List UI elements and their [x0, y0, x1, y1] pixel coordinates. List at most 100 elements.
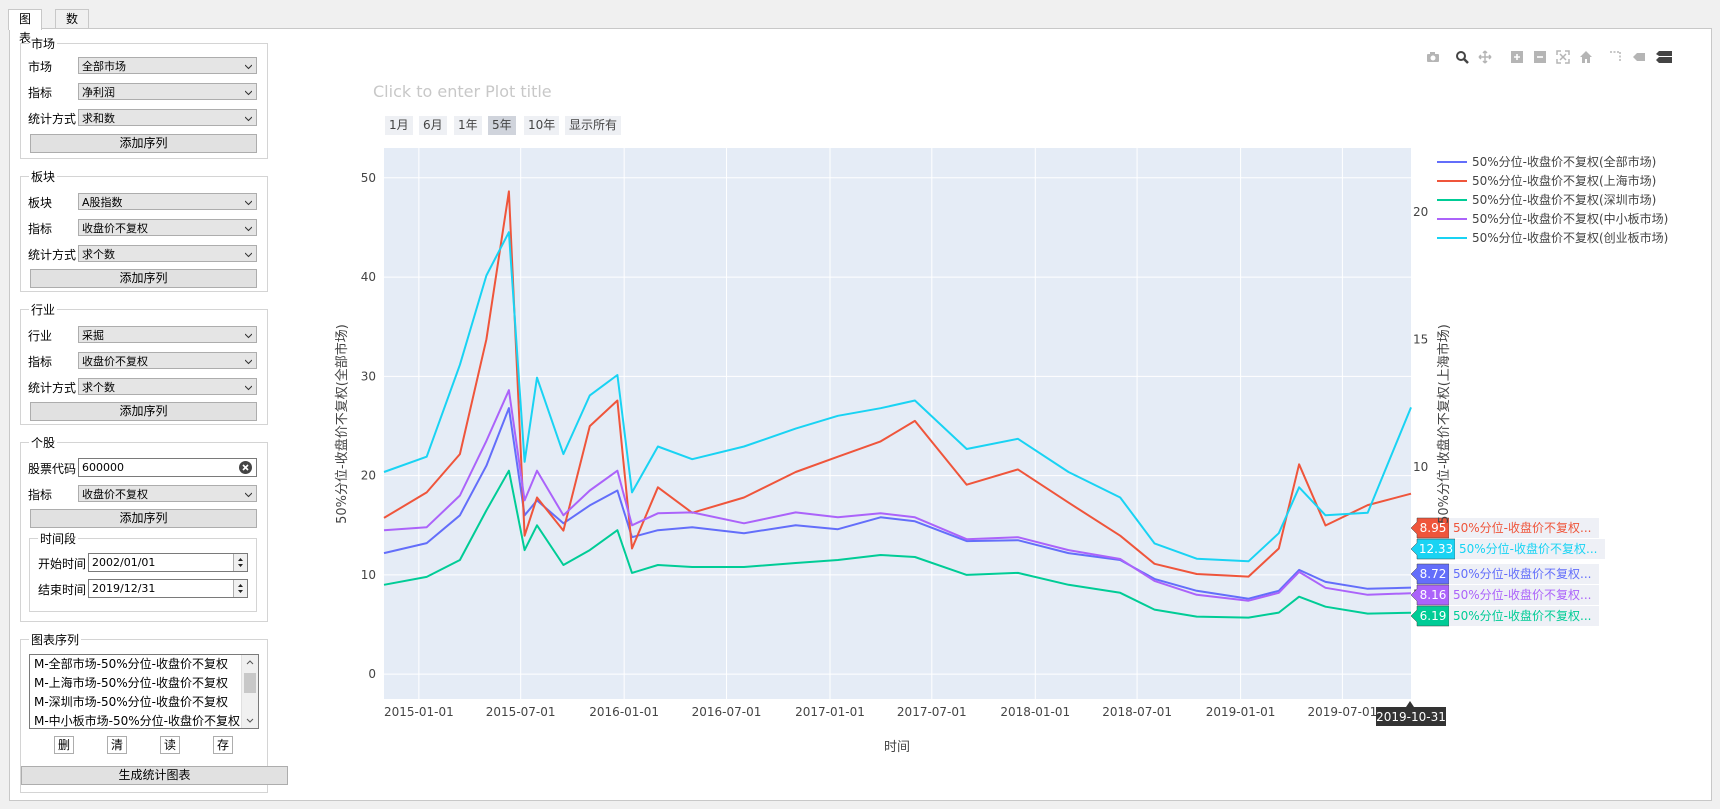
chevron-down-icon — [245, 226, 252, 232]
chevron-down-icon — [245, 116, 252, 122]
hover-compare-icon[interactable] — [1655, 50, 1673, 64]
end-time-spinner[interactable] — [233, 580, 247, 597]
start-time-value: 2002/01/01 — [92, 556, 156, 569]
zoom-icon[interactable] — [1455, 50, 1469, 64]
stock-group: 个股 股票代码 600000 指标 收盘价不复权 添加序列 时间段 开始时间 2… — [20, 434, 268, 622]
tab-chart[interactable]: 图表 — [8, 9, 43, 45]
stock-code-label: 股票代码 — [28, 462, 77, 476]
market-group: 市场 市场 全部市场 指标 净利润 统计方式 求和数 添加序列 — [20, 35, 268, 159]
chevron-down-icon — [245, 359, 252, 365]
generate-chart-button[interactable]: 生成统计图表 — [21, 766, 288, 785]
camera-icon[interactable] — [1426, 50, 1440, 64]
industry-stat-select[interactable]: 求个数 — [78, 378, 257, 395]
stock-code-input[interactable]: 600000 — [78, 458, 257, 477]
series-list-title: 图表序列 — [29, 631, 82, 648]
sector-select[interactable]: A股指数 — [78, 193, 257, 210]
scrollbar-arrows-icon — [244, 660, 256, 723]
end-time-value: 2019/12/31 — [92, 582, 156, 595]
industry-metric-select[interactable]: 收盘价不复权 — [78, 352, 257, 369]
series-list-group: 图表序列 M-全部市场-50%分位-收盘价不复权 M-上海市场-50%分位-收盘… — [20, 631, 268, 793]
industry-stat-label: 统计方式 — [28, 381, 77, 395]
chevron-down-icon — [245, 90, 252, 96]
stock-code-value: 600000 — [82, 461, 124, 474]
range-1m-button[interactable]: 1月 — [385, 116, 413, 135]
sector-stat-select[interactable]: 求个数 — [78, 245, 257, 262]
zoom-out-icon[interactable] — [1533, 50, 1547, 64]
start-time-spinner[interactable] — [233, 554, 247, 571]
industry-stat-value: 求个数 — [82, 381, 115, 394]
main-frame: 市场 市场 全部市场 指标 净利润 统计方式 求和数 添加序列 板块 板块 A股… — [9, 28, 1712, 801]
sector-stat-value: 求个数 — [82, 248, 115, 261]
chevron-down-icon — [245, 200, 252, 206]
market-add-series-button[interactable]: 添加序列 — [30, 134, 257, 153]
start-time-label: 开始时间 — [38, 557, 87, 571]
home-icon[interactable] — [1579, 50, 1593, 64]
market-group-title: 市场 — [29, 35, 58, 52]
period-group: 时间段 开始时间 2002/01/01 结束时间 2019/12/31 — [29, 530, 257, 612]
range-all-button[interactable]: 显示所有 — [565, 116, 622, 135]
list-item[interactable]: M-上海市场-50%分位-收盘价不复权 — [34, 676, 229, 690]
market-select-value: 全部市场 — [82, 60, 126, 73]
tab-data[interactable]: 数据 — [55, 9, 90, 45]
sector-group-title: 板块 — [29, 168, 58, 185]
range-10y-button[interactable]: 10年 — [524, 116, 560, 135]
list-item[interactable]: M-中小板市场-50%分位-收盘价不复权 — [34, 714, 241, 728]
sector-metric-value: 收盘价不复权 — [82, 222, 148, 235]
stock-add-series-button[interactable]: 添加序列 — [30, 509, 257, 528]
listbox-scrollbar[interactable] — [241, 655, 258, 728]
chevron-down-icon — [245, 333, 252, 339]
market-metric-label: 指标 — [28, 86, 53, 100]
market-stat-select[interactable]: 求和数 — [78, 109, 257, 126]
spinner-arrows-icon — [238, 558, 243, 567]
autoscale-icon[interactable] — [1556, 50, 1570, 64]
clear-icon[interactable] — [239, 461, 252, 474]
range-1y-button[interactable]: 1年 — [454, 116, 482, 135]
load-series-button[interactable]: 读 — [160, 736, 180, 754]
chevron-down-icon — [245, 64, 252, 70]
stock-metric-select[interactable]: 收盘价不复权 — [78, 485, 257, 502]
industry-label: 行业 — [28, 329, 53, 343]
industry-select[interactable]: 采掘 — [78, 326, 257, 343]
sector-add-series-button[interactable]: 添加序列 — [30, 269, 257, 288]
save-series-button[interactable]: 存 — [213, 736, 233, 754]
sector-select-value: A股指数 — [82, 196, 123, 209]
sector-metric-label: 指标 — [28, 222, 53, 236]
spike-lines-icon[interactable] — [1608, 50, 1622, 64]
list-item[interactable]: M-深圳市场-50%分位-收盘价不复权 — [34, 695, 229, 709]
end-time-input[interactable]: 2019/12/31 — [88, 579, 248, 598]
market-select[interactable]: 全部市场 — [78, 57, 257, 74]
hover-closest-icon[interactable] — [1632, 50, 1646, 64]
stock-metric-label: 指标 — [28, 488, 53, 502]
market-label: 市场 — [28, 60, 53, 74]
chevron-down-icon — [245, 492, 252, 498]
sector-stat-label: 统计方式 — [28, 248, 77, 262]
end-time-label: 结束时间 — [38, 583, 87, 597]
start-time-input[interactable]: 2002/01/01 — [88, 553, 248, 572]
industry-select-value: 采掘 — [82, 329, 104, 342]
stock-metric-value: 收盘价不复权 — [82, 488, 148, 501]
pan-icon[interactable] — [1478, 50, 1492, 64]
series-listbox[interactable]: M-全部市场-50%分位-收盘价不复权 M-上海市场-50%分位-收盘价不复权 … — [29, 654, 259, 729]
industry-metric-value: 收盘价不复权 — [82, 355, 148, 368]
industry-add-series-button[interactable]: 添加序列 — [30, 402, 257, 421]
delete-series-button[interactable]: 删 — [54, 736, 74, 754]
sector-metric-select[interactable]: 收盘价不复权 — [78, 219, 257, 236]
list-item[interactable]: M-全部市场-50%分位-收盘价不复权 — [34, 657, 229, 671]
range-5y-button[interactable]: 5年 — [488, 116, 516, 135]
clear-series-button[interactable]: 清 — [107, 736, 127, 754]
industry-group-title: 行业 — [29, 301, 58, 318]
market-stat-value: 求和数 — [82, 112, 115, 125]
market-metric-value: 净利润 — [82, 86, 115, 99]
range-6m-button[interactable]: 6月 — [419, 116, 447, 135]
industry-group: 行业 行业 采掘 指标 收盘价不复权 统计方式 求个数 添加序列 — [20, 301, 268, 425]
modebar — [1426, 50, 1688, 66]
spinner-arrows-icon — [238, 584, 243, 593]
plot-title-placeholder[interactable]: Click to enter Plot title — [373, 82, 552, 101]
market-stat-label: 统计方式 — [28, 112, 77, 126]
market-metric-select[interactable]: 净利润 — [78, 83, 257, 100]
chevron-down-icon — [245, 252, 252, 258]
stock-group-title: 个股 — [29, 434, 58, 451]
zoom-in-icon[interactable] — [1510, 50, 1524, 64]
industry-metric-label: 指标 — [28, 355, 53, 369]
period-group-title: 时间段 — [38, 530, 79, 547]
